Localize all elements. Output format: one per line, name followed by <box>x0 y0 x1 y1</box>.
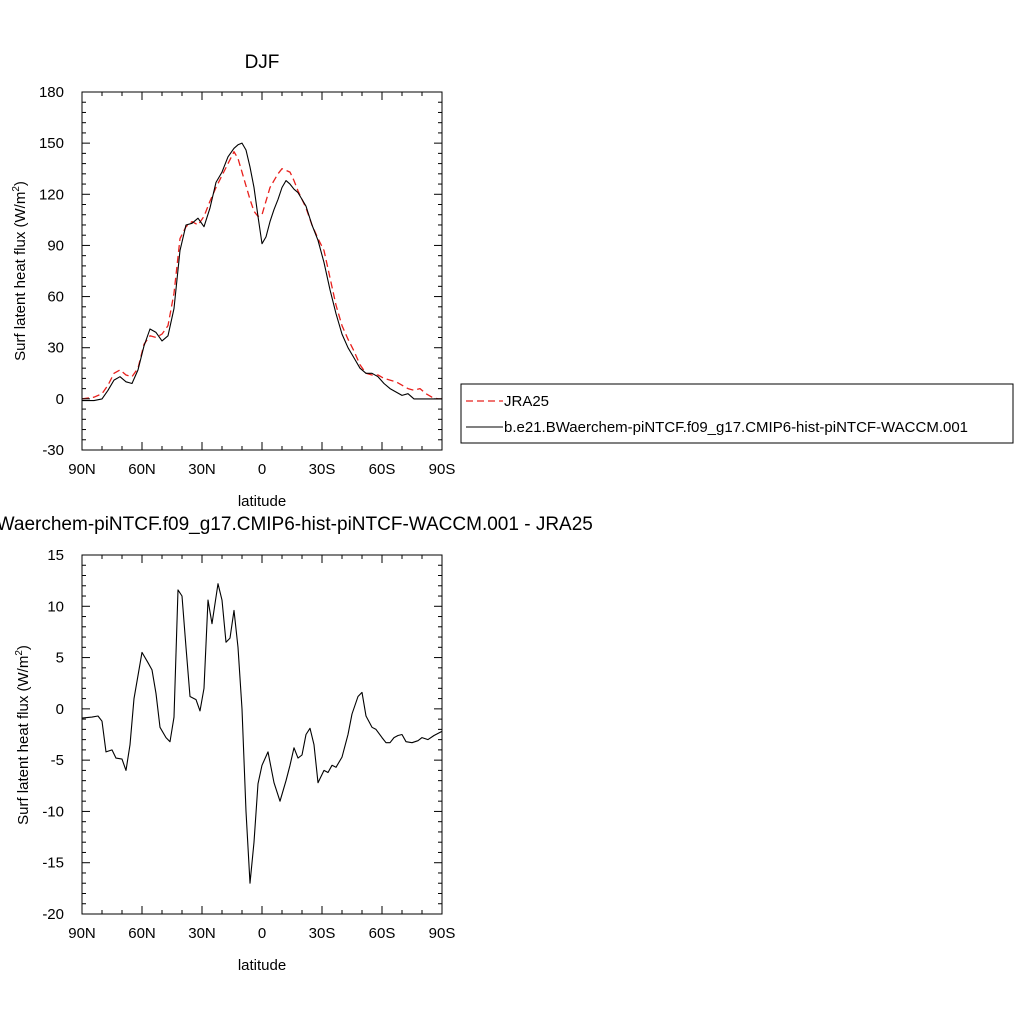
top-chart-series-line-0 <box>81 151 442 400</box>
bottom-chart-ytick-label: -20 <box>42 906 64 923</box>
top-chart-ticks: 90N 60N 30N 0 30S 60S 90S -30 0 30 60 90 120 150 180 <box>39 84 455 478</box>
bottom-chart-series-line-0 <box>81 583 443 884</box>
top-chart-ytick-label: 150 <box>39 135 64 152</box>
legend: JRA25 b.e21.BWaerchem-piNTCF.f09_g17.CMI… <box>460 383 1014 444</box>
bottom-chart-y-label-sup: 2 <box>14 650 25 656</box>
top-chart-xtick-label: 30N <box>188 461 216 478</box>
top-chart-ytick-label: 30 <box>47 340 64 357</box>
top-chart-ytick-label: 90 <box>47 237 64 254</box>
top-chart-series-group <box>81 142 442 402</box>
top-chart-y-axis-label: Surf latent heat flux (W/m2) <box>11 181 29 361</box>
bottom-chart-ytick-label: 5 <box>56 650 64 667</box>
bottom-chart-xtick-label: 30S <box>309 925 336 942</box>
top-chart-ytick-label: 180 <box>39 84 64 101</box>
bottom-chart-panel: b.e21.BWaerchem-piNTCF.f09_g17.CMIP6-his… <box>0 514 593 974</box>
bottom-chart-xtick-label: 60S <box>369 925 396 942</box>
top-chart-ytick-label: 0 <box>56 391 64 408</box>
bottom-chart-ytick-label: -5 <box>51 752 64 769</box>
top-chart-xtick-label: 60S <box>369 461 396 478</box>
bottom-chart-xtick-label: 0 <box>258 925 266 942</box>
bottom-chart-y-axis-label: Surf latent heat flux (W/m2) <box>14 645 32 825</box>
top-chart-xtick-label: 90S <box>429 461 456 478</box>
top-chart-xtick-label: 90N <box>68 461 96 478</box>
bottom-chart-ytick-label: 15 <box>47 547 64 564</box>
bottom-chart-ytick-label: -15 <box>42 855 64 872</box>
top-chart-y-label-sup: 2 <box>11 186 22 192</box>
top-chart-ytick-label: -30 <box>42 442 64 459</box>
top-chart-x-axis-label: latitude <box>238 493 286 510</box>
bottom-chart-ticks: 90N 60N 30N 0 30S 60S 90S -20 -15 -10 -5 0 5 10 15 <box>42 547 455 942</box>
top-chart-plot-frame <box>81 91 443 451</box>
bottom-chart-title: b.e21.BWaerchem-piNTCF.f09_g17.CMIP6-his… <box>0 514 593 535</box>
legend-label-jra25: JRA25 <box>504 393 549 410</box>
bottom-chart-ytick-label: -10 <box>42 803 64 820</box>
bottom-chart-xtick-label: 90N <box>68 925 96 942</box>
top-chart-ytick-label: 60 <box>47 289 64 306</box>
bottom-chart-ytick-label: 10 <box>47 598 64 615</box>
top-chart-title: DJF <box>245 52 280 73</box>
bottom-chart-xtick-label: 60N <box>128 925 156 942</box>
top-chart-panel: DJF 90N 60N 30N 0 30S 60S 90S -30 0 30 60 90 120 150 1… <box>11 52 455 510</box>
legend-box <box>460 383 1014 444</box>
top-chart-xtick-label: 30S <box>309 461 336 478</box>
top-chart-y-label-close: ) <box>12 181 29 186</box>
bottom-chart-xtick-label: 90S <box>429 925 456 942</box>
top-chart-xtick-label: 60N <box>128 461 156 478</box>
top-chart-ytick-label: 120 <box>39 186 64 203</box>
top-chart-xtick-label: 0 <box>258 461 266 478</box>
bottom-chart-y-label-main: Surf latent heat flux (W/m <box>15 656 32 825</box>
bottom-chart-plot-frame <box>81 554 443 915</box>
bottom-chart-x-axis-label: latitude <box>238 957 286 974</box>
bottom-chart-ytick-label: 0 <box>56 701 64 718</box>
legend-label-model: b.e21.BWaerchem-piNTCF.f09_g17.CMIP6-his… <box>504 419 968 436</box>
top-chart-series-line-1 <box>82 142 442 402</box>
bottom-chart-y-label-close: ) <box>15 645 32 650</box>
top-chart-y-label-main: Surf latent heat flux (W/m <box>12 192 29 361</box>
bottom-chart-xtick-label: 30N <box>188 925 216 942</box>
bottom-chart-series-group <box>81 583 443 884</box>
